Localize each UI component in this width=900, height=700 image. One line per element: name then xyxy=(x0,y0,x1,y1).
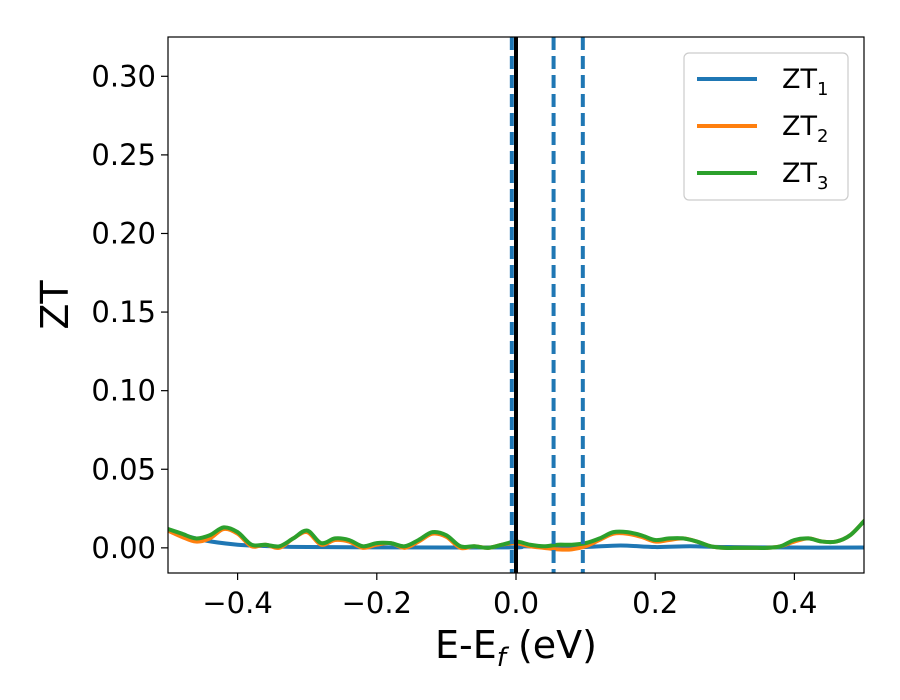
y-tick-label: 0.05 xyxy=(91,452,156,486)
legend: ZT1 ZT2 ZT3 xyxy=(683,52,849,201)
y-tick-label: 0.30 xyxy=(91,59,156,93)
legend-box xyxy=(683,52,849,201)
x-tick-label: 0.2 xyxy=(632,586,678,620)
y-tick-label: 0.15 xyxy=(91,295,156,329)
x-axis-title: E-Ef (eV) xyxy=(435,623,597,673)
x-tick-label: 0.0 xyxy=(493,586,539,620)
legend-label-zt2: ZT2 xyxy=(782,111,828,147)
x-tick-label: −0.2 xyxy=(342,586,412,620)
x-axis: −0.4 −0.2 0.0 0.2 0.4 xyxy=(202,573,817,620)
y-tick-label: 0.20 xyxy=(91,216,156,250)
legend-label-zt3: ZT3 xyxy=(782,158,828,194)
y-axis-title: ZT xyxy=(33,280,77,330)
y-tick-label: 0.00 xyxy=(91,531,156,565)
x-axis-title-unit: (eV) xyxy=(506,623,597,667)
x-tick-label: 0.4 xyxy=(771,586,817,620)
y-tick-label: 0.25 xyxy=(91,138,156,172)
vline-layer xyxy=(509,37,585,573)
x-axis-title-main: E-E xyxy=(435,623,497,667)
legend-label-zt1: ZT1 xyxy=(782,64,828,100)
x-tick-label: −0.4 xyxy=(202,586,272,620)
y-tick-label: 0.10 xyxy=(91,374,156,408)
y-axis: 0.00 0.05 0.10 0.15 0.20 0.25 0.30 xyxy=(91,59,168,565)
